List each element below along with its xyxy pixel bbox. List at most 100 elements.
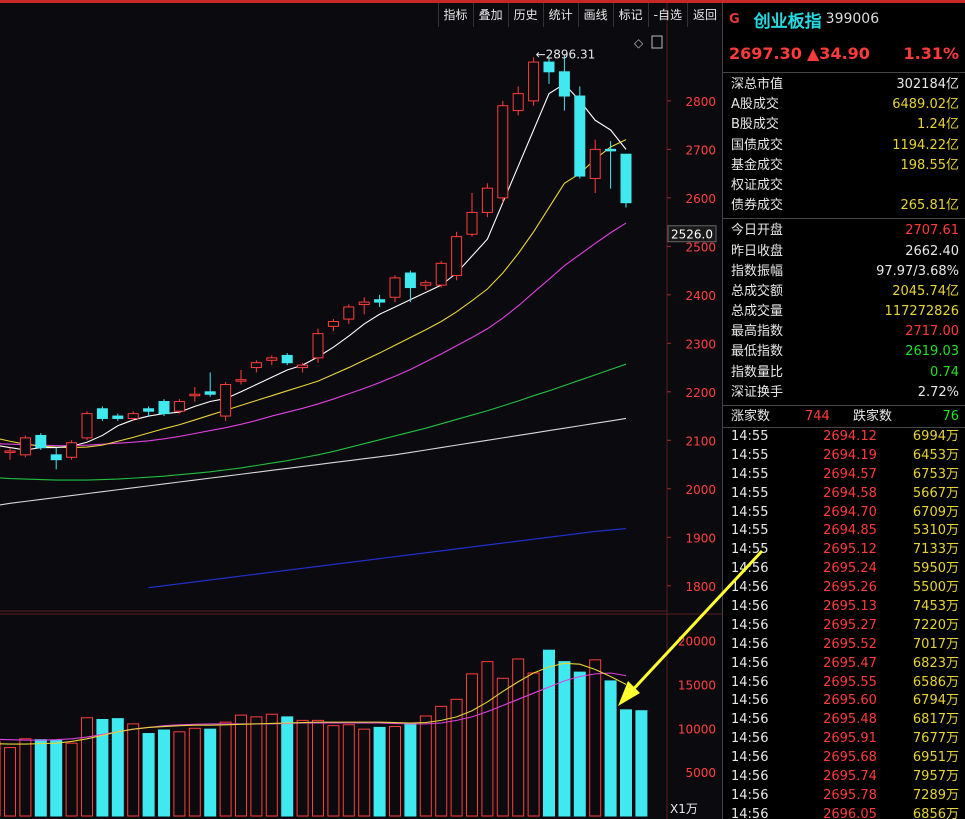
candle-body [281, 354, 293, 364]
stat-value: 1194.22亿 [892, 137, 959, 153]
stat-label: 总成交额 [731, 283, 784, 299]
stat-row: 最高指数 2717.00 [723, 322, 965, 342]
candle-body [4, 450, 16, 453]
volume-bar [373, 726, 386, 817]
ma120-line [0, 417, 627, 506]
ma20-line [0, 222, 627, 447]
tick-time: 14:56 [731, 580, 769, 596]
tick-time: 14:56 [731, 712, 769, 728]
candle-body [204, 391, 216, 395]
stat-value: 2.72% [917, 384, 959, 400]
candle-body [158, 401, 170, 415]
tick-price: 2695.60 [823, 693, 877, 709]
candle-body [96, 408, 108, 419]
volume-bar [466, 673, 478, 817]
toolbar-item-5[interactable]: 标记 [612, 3, 648, 27]
volume-bar [389, 726, 401, 817]
volume-bar [527, 672, 540, 817]
stat-row: 基金成交 198.55亿 [723, 156, 965, 176]
volume-bar [604, 680, 617, 817]
candle-body [19, 437, 31, 456]
volume-bar [635, 710, 648, 817]
candle-body [558, 71, 570, 97]
toolbar-item-3[interactable]: 统计 [542, 3, 578, 27]
tick-volume: 6823万 [912, 655, 959, 671]
tick-time: 14:56 [731, 617, 769, 633]
toolbar-item-7[interactable]: 返回 [686, 3, 722, 27]
kline-chart-svg[interactable]: 2800 2700 2600 2500 2400 2300 2200 2100 2000 1900… [0, 3, 764, 819]
price-tick-label: 2200 [685, 386, 716, 400]
volume-unit-label: X1万 [670, 802, 698, 816]
tick-time: 14:56 [731, 561, 769, 577]
stat-label: 总成交量 [731, 304, 784, 320]
down-count: 76 [942, 409, 959, 424]
index-code: 399006 [825, 11, 880, 27]
stat-value: 198.55亿 [900, 157, 960, 173]
volume-tick-label: 5000 [685, 766, 716, 780]
tick-row: 14:55 2694.85 5310万 [723, 522, 965, 541]
stat-row: 权证成交 [723, 176, 965, 196]
volume-bar [111, 718, 124, 817]
stat-value: 302184亿 [896, 77, 959, 92]
tick-row: 14:56 2695.68 6951万 [723, 749, 965, 768]
volume-bar [573, 671, 586, 817]
stat-row: 今日开盘 2707.61 [723, 221, 965, 241]
stat-label: 最低指数 [731, 344, 784, 360]
stat-value: 97.97/3.68% [876, 263, 959, 279]
candle-body [343, 306, 355, 320]
volume-bar [235, 714, 247, 817]
tick-price: 2695.47 [823, 655, 877, 671]
stat-label: 权证成交 [731, 177, 784, 193]
volume-bar [19, 738, 32, 817]
stat-label: 深证换手 [731, 384, 784, 400]
tick-volume: 6817万 [912, 712, 959, 728]
candle-body [374, 299, 386, 303]
stat-label: 指数量比 [731, 364, 784, 380]
kline-chart-area[interactable]: 2800 2700 2600 2500 2400 2300 2200 2100 2000 1900… [0, 3, 764, 819]
tick-price: 2696.05 [823, 806, 877, 819]
tick-time: 14:56 [731, 655, 769, 671]
tick-price: 2695.74 [823, 769, 877, 785]
price-tick-label: 2100 [685, 434, 716, 448]
tick-volume: 7289万 [912, 787, 959, 803]
index-name[interactable]: 创业板指 [753, 11, 822, 32]
quote-line: 2697.30 ▲34.90 1.31% [723, 35, 965, 73]
candle-body [589, 148, 601, 179]
price-tick-label: 2500 [685, 240, 716, 254]
stat-row: A股成交 6489.02亿 [723, 95, 965, 115]
candle-body [112, 415, 124, 419]
tick-volume: 6453万 [912, 447, 959, 463]
candle-body [189, 393, 201, 397]
tick-row: 14:56 2695.55 6586万 [723, 674, 965, 693]
volume-bar [419, 715, 432, 817]
toolbar-item-4[interactable]: 画线 [577, 3, 613, 27]
panel-toggle-icon [651, 35, 663, 49]
tick-volume: 7017万 [912, 636, 959, 652]
volume-bar [127, 723, 140, 817]
toolbar-item-2[interactable]: 历史 [507, 3, 543, 27]
toolbar-item-6[interactable]: -自选 [647, 3, 687, 27]
volume-bar [96, 719, 109, 817]
stat-row: 昨日收盘 2662.40 [723, 242, 965, 262]
price-tick-label: 2400 [685, 289, 716, 303]
volume-bar [204, 728, 217, 817]
toolbar-item-0[interactable]: 指标 [437, 3, 473, 27]
stat-value: 2045.74亿 [892, 283, 959, 299]
stat-label: 深总市值 [731, 77, 784, 92]
tick-list[interactable]: 14:55 2694.12 6994万 14:55 2694.19 6453万 14:55 2… [723, 428, 965, 819]
volume-bar [450, 698, 463, 817]
last-price: 2697.30 [729, 44, 802, 63]
candle-body [327, 321, 339, 327]
tick-row: 14:56 2695.26 5500万 [723, 579, 965, 598]
tick-price: 2695.55 [823, 674, 877, 690]
diamond-icon: ◇ [634, 36, 644, 50]
high-marker-label: ←2896.31 [536, 47, 596, 61]
tick-row: 14:55 2694.70 6709万 [723, 504, 965, 523]
toolbar-item-1[interactable]: 叠加 [472, 3, 508, 27]
tick-price: 2695.26 [823, 580, 877, 596]
tick-row: 14:56 2695.13 7453万 [723, 598, 965, 617]
stat-value: 2707.61 [905, 223, 959, 239]
tick-row: 14:56 2695.91 7677万 [723, 730, 965, 749]
stat-label: 基金成交 [731, 157, 784, 173]
tick-row: 14:56 2695.52 7017万 [723, 636, 965, 655]
